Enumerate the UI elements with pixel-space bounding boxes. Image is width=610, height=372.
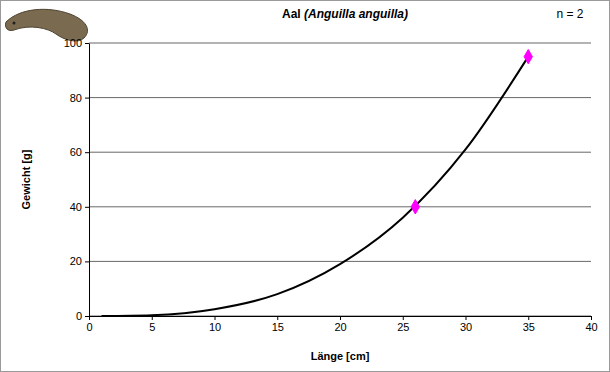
tick-label: 60 — [70, 146, 82, 158]
tick-mark — [89, 316, 90, 320]
marks — [102, 49, 533, 316]
tick-label: 0 — [86, 321, 92, 333]
x-axis-title: Länge [cm] — [311, 350, 370, 362]
tick-label: 5 — [149, 321, 155, 333]
chart-frame — [1, 1, 610, 372]
fit-line — [102, 57, 529, 316]
x-axis: 0 5 10 15 20 25 30 35 40 — [86, 316, 597, 333]
tick-label: 100 — [64, 37, 82, 49]
tick: 30 — [460, 316, 472, 333]
tick-mark — [403, 316, 404, 320]
tick-label: 0 — [76, 310, 82, 322]
tick-mark — [466, 316, 467, 320]
title: Aal (Anguilla anguilla) — [282, 7, 408, 21]
annotation: n = 2 — [556, 7, 583, 21]
tick-mark — [85, 316, 89, 317]
tick: 20 — [70, 255, 89, 267]
tick-mark — [85, 43, 89, 44]
tick-label: 20 — [334, 321, 346, 333]
grid-line — [89, 97, 591, 98]
chart: 0 5 10 15 20 25 30 35 40 0 20 40 60 80 100 Aal (Anguill… — [0, 0, 610, 372]
plot: 0 5 10 15 20 25 30 35 40 0 20 40 60 80 100 — [64, 37, 598, 333]
tick: 20 — [334, 316, 346, 333]
tick: 15 — [272, 316, 284, 333]
eel-eye — [13, 22, 16, 25]
grid-line — [89, 152, 591, 153]
tick-label: 10 — [209, 321, 221, 333]
tick-mark — [340, 316, 341, 320]
grid-line — [89, 206, 591, 207]
grid-line — [89, 261, 591, 262]
tick-mark — [591, 316, 592, 320]
tick-label: 35 — [523, 321, 535, 333]
tick: 10 — [209, 316, 221, 333]
tick-label: 40 — [585, 321, 597, 333]
grid-line — [89, 43, 591, 44]
tick-mark — [528, 316, 529, 320]
tick-mark — [215, 316, 216, 320]
tick: 60 — [70, 146, 89, 158]
tick-label: 20 — [70, 255, 82, 267]
tick-mark — [85, 152, 89, 153]
tick: 5 — [149, 316, 155, 333]
tick-mark — [152, 316, 153, 320]
tick-mark — [85, 98, 89, 99]
tick: 100 — [64, 37, 89, 49]
y-axis-title: Gewicht [g] — [20, 149, 32, 209]
data-point — [524, 49, 532, 63]
tick: 0 — [76, 310, 89, 322]
tick-label: 30 — [460, 321, 472, 333]
axis-line — [89, 44, 90, 317]
tick-label: 15 — [272, 321, 284, 333]
tick: 25 — [397, 316, 409, 333]
tick-mark — [85, 261, 89, 262]
grid — [89, 43, 591, 316]
tick-mark — [277, 316, 278, 320]
data-point — [411, 200, 419, 214]
tick: 40 — [585, 316, 597, 333]
tick-label: 25 — [397, 321, 409, 333]
tick-label: 80 — [70, 92, 82, 104]
y-axis: 0 20 40 60 80 100 — [64, 37, 90, 322]
tick-label: 40 — [70, 201, 82, 213]
tick: 35 — [523, 316, 535, 333]
tick-mark — [85, 207, 89, 208]
tick: 80 — [70, 92, 89, 104]
tick: 0 — [86, 316, 92, 333]
tick: 40 — [70, 201, 89, 213]
